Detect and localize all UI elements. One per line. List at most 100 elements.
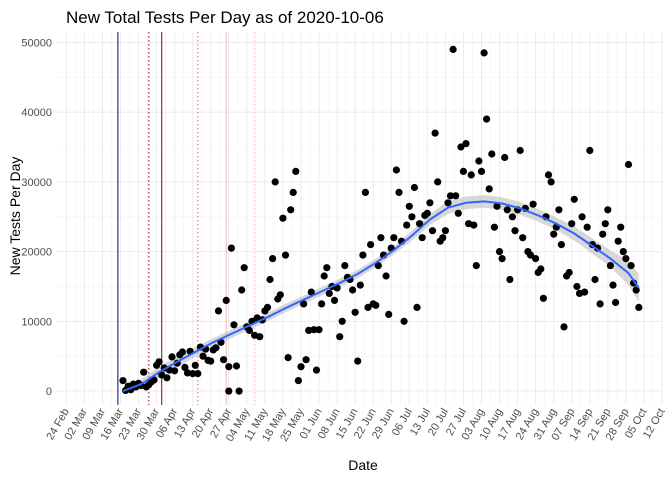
data-point (624, 160, 633, 169)
data-point (599, 230, 607, 238)
data-point (418, 234, 426, 242)
y-axis-ticks: 0 10000 20000 30000 40000 50000 (21, 37, 52, 398)
data-point (568, 220, 576, 228)
data-point (232, 362, 241, 370)
data-point (269, 255, 277, 263)
data-point (330, 296, 339, 304)
data-point (495, 248, 504, 256)
data-point (297, 363, 305, 371)
data-point (526, 251, 535, 259)
data-point (547, 178, 555, 186)
data-point (220, 356, 228, 364)
data-point (163, 374, 171, 382)
data-point (529, 200, 537, 208)
data-point (281, 251, 290, 259)
trend-line-path (122, 200, 640, 393)
data-point (493, 202, 501, 210)
data-point (413, 303, 421, 311)
data-point (392, 166, 400, 174)
data-point (483, 115, 491, 123)
data-point (423, 209, 431, 217)
data-point (235, 387, 243, 395)
data-point (385, 310, 393, 318)
data-point (635, 303, 643, 311)
data-point (238, 286, 246, 294)
data-point (276, 291, 284, 299)
data-point (189, 370, 197, 378)
data-point (181, 363, 189, 371)
data-point (537, 265, 545, 273)
data-point (462, 140, 470, 148)
data-point (627, 262, 635, 270)
data-point (408, 213, 416, 221)
data-point (372, 301, 380, 309)
data-point (320, 272, 328, 280)
data-point (377, 234, 385, 242)
data-point (601, 220, 609, 228)
data-point (312, 366, 321, 374)
data-point (364, 303, 372, 311)
chart-title: New Total Tests Per Day as of 2020-10-06 (66, 8, 384, 27)
data-point (207, 357, 215, 365)
data-point (212, 344, 220, 352)
y-tick-label: 40000 (21, 107, 52, 119)
data-point (351, 308, 359, 316)
data-point (609, 281, 617, 289)
data-point (359, 251, 367, 259)
data-point (155, 358, 163, 366)
data-point (506, 275, 514, 284)
data-point (604, 206, 612, 214)
data-point (614, 237, 622, 245)
data-point (498, 255, 506, 263)
data-point (310, 326, 318, 334)
data-point (470, 221, 478, 229)
data-point (199, 352, 207, 360)
data-point (555, 206, 563, 214)
x-axis-title: Date (348, 457, 378, 473)
data-point (573, 282, 581, 291)
data-point (240, 264, 248, 272)
data-point (459, 167, 467, 175)
data-point (168, 353, 176, 361)
data-point (472, 262, 480, 270)
data-point (583, 223, 591, 231)
data-point (315, 326, 323, 334)
data-point (390, 234, 398, 242)
data-point (416, 220, 424, 228)
trend-confidence-band (123, 195, 639, 394)
data-point (565, 268, 573, 277)
data-point (617, 223, 625, 231)
data-point (516, 146, 524, 155)
reference-lines (117, 32, 256, 405)
data-point (444, 199, 452, 207)
data-point (367, 241, 375, 249)
data-point (544, 171, 553, 179)
data-point (382, 272, 390, 280)
data-point (630, 279, 638, 287)
data-point (457, 143, 465, 151)
data-point (222, 296, 230, 304)
data-point (426, 199, 434, 207)
data-point (194, 370, 202, 378)
data-point (245, 326, 253, 334)
data-point (302, 356, 310, 364)
data-point (578, 213, 586, 221)
data-point (560, 323, 568, 331)
data-point (191, 361, 199, 369)
data-point (227, 244, 235, 252)
data-point (550, 230, 558, 238)
data-point (300, 300, 308, 308)
data-point (119, 377, 127, 385)
data-point (271, 178, 279, 186)
data-point (619, 248, 627, 256)
data-point (256, 333, 264, 341)
data-point (214, 307, 223, 315)
data-point (539, 294, 548, 302)
data-point (485, 185, 493, 193)
data-point (410, 183, 418, 192)
data-point (341, 262, 349, 270)
data-point (230, 321, 238, 329)
